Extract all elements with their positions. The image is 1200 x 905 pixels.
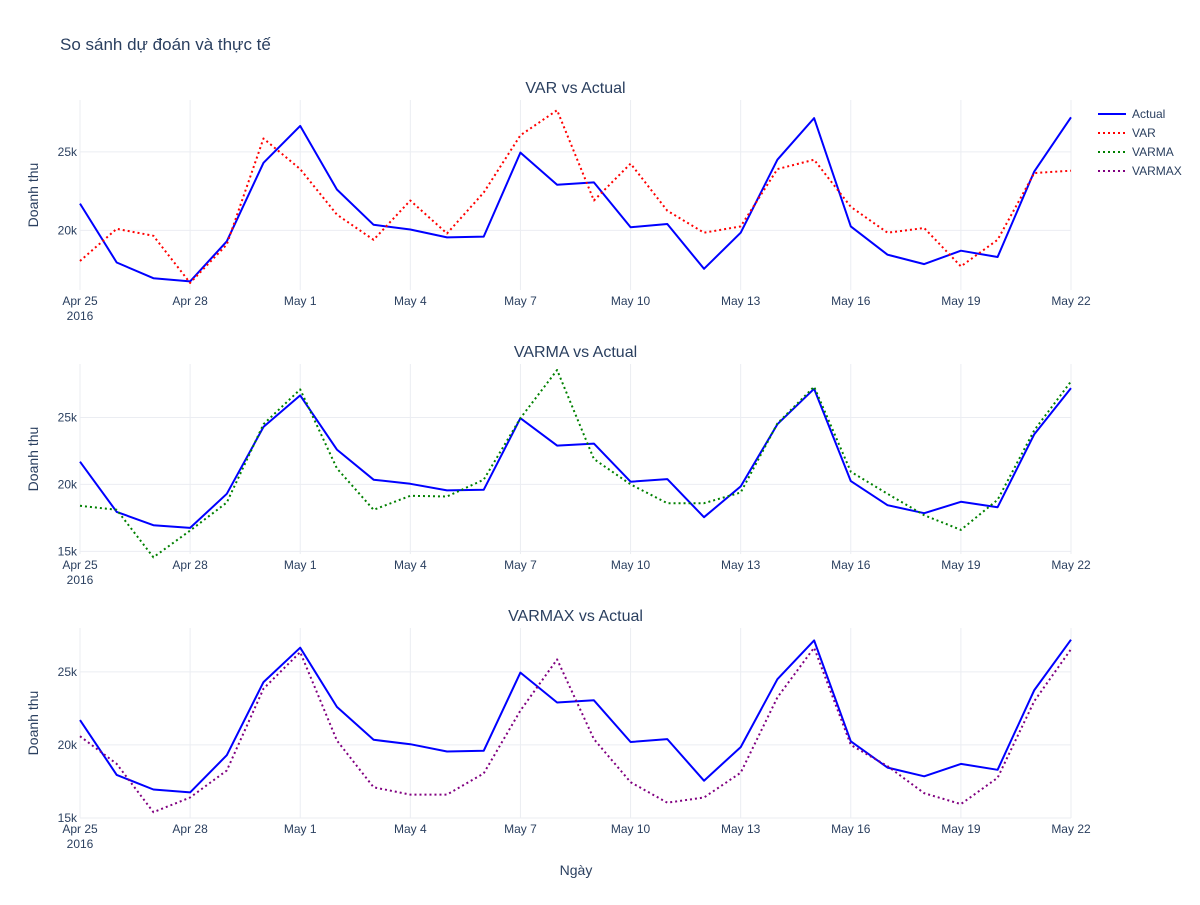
x-tick-label: Apr 25 — [62, 558, 98, 572]
x-tick-label: May 13 — [721, 558, 761, 572]
x-tick-label: Apr 28 — [172, 558, 208, 572]
x-tick-label: May 19 — [941, 822, 981, 836]
series-line-actual — [79, 387, 1072, 529]
x-tick-label: May 7 — [504, 558, 537, 572]
subplot-2: Apr 25 Apr 28 May 1 May 4 May 7 May 10 May 13 M… — [25, 344, 1091, 587]
y-tick-label: 25k — [58, 411, 78, 425]
x-tick-label: May 10 — [611, 822, 651, 836]
x-tick-label: May 22 — [1051, 822, 1091, 836]
x-tick-label: May 16 — [831, 294, 871, 308]
legend-item-var[interactable]: VAR — [1098, 126, 1156, 140]
x-tick-label: Apr 25 — [62, 822, 98, 836]
x-tick-label: May 7 — [504, 822, 537, 836]
x-tick-label: May 16 — [831, 822, 871, 836]
x-tick-label: May 10 — [611, 294, 651, 308]
legend-label: VAR — [1132, 126, 1156, 140]
subplot-title: VAR vs Actual — [525, 80, 625, 97]
series-line-actual — [79, 116, 1072, 283]
x-tick-label: May 4 — [394, 294, 427, 308]
x-axis-title: Ngày — [560, 862, 593, 878]
x-tick-label: May 13 — [721, 822, 761, 836]
legend-label: Actual — [1132, 107, 1165, 121]
y-axis-title: Doanh thu — [25, 427, 41, 492]
y-tick-label: 20k — [58, 477, 78, 491]
x-tick-label: May 7 — [504, 294, 537, 308]
x-tick-label: May 22 — [1051, 558, 1091, 572]
x-tick-label: May 1 — [284, 822, 317, 836]
subplot-1: Apr 25 Apr 28 May 1 May 4 May 7 May 10 May 13 M… — [25, 80, 1091, 323]
x-tick-label: Apr 25 — [62, 294, 98, 308]
x-tick-label: May 19 — [941, 294, 981, 308]
y-tick-label: 25k — [58, 145, 78, 159]
figure-title: So sánh dự đoán và thực tế — [60, 35, 271, 54]
x-tick-label: May 1 — [284, 558, 317, 572]
x-tick-label: May 16 — [831, 558, 871, 572]
y-tick-label: 20k — [58, 738, 78, 752]
legend-label: VARMA — [1132, 145, 1174, 159]
series-line-varma — [79, 369, 1072, 559]
x-tick-label: Apr 28 — [172, 822, 208, 836]
subplot-title: VARMA vs Actual — [514, 344, 637, 361]
subplot-panels: Apr 25 Apr 28 May 1 May 4 May 7 May 10 May 13 M… — [25, 80, 1091, 851]
y-axis-title: Doanh thu — [25, 691, 41, 756]
x-tick-label: May 4 — [394, 558, 427, 572]
subplot-title: VARMAX vs Actual — [508, 608, 643, 625]
x-tick-label: May 4 — [394, 822, 427, 836]
series-line-var — [79, 109, 1072, 284]
subplot-3: Apr 25 Apr 28 May 1 May 4 May 7 May 10 May 13 M… — [25, 608, 1091, 851]
legend-label: VARMAX — [1132, 164, 1182, 178]
x-tick-label: May 13 — [721, 294, 761, 308]
series-line-actual — [79, 639, 1072, 794]
x-tick-label: Apr 28 — [172, 294, 208, 308]
x-tick-label: May 22 — [1051, 294, 1091, 308]
legend-item-actual[interactable]: Actual — [1098, 107, 1165, 121]
legend-item-varma[interactable]: VARMA — [1098, 145, 1174, 159]
x-tick-label: May 1 — [284, 294, 317, 308]
y-tick-label: 20k — [58, 223, 78, 237]
y-tick-label: 25k — [58, 665, 78, 679]
legend[interactable]: Actual VAR VARMA VARMAX — [1098, 107, 1182, 178]
y-axis-title: Doanh thu — [25, 163, 41, 228]
x-tick-year: 2016 — [67, 837, 94, 851]
series-line-varmax — [79, 646, 1072, 814]
x-tick-label: May 10 — [611, 558, 651, 572]
x-tick-year: 2016 — [67, 573, 94, 587]
y-tick-label: 15k — [58, 544, 78, 558]
y-tick-label: 15k — [58, 811, 78, 825]
x-tick-year: 2016 — [67, 309, 94, 323]
legend-item-varmax[interactable]: VARMAX — [1098, 164, 1182, 178]
x-tick-label: May 19 — [941, 558, 981, 572]
